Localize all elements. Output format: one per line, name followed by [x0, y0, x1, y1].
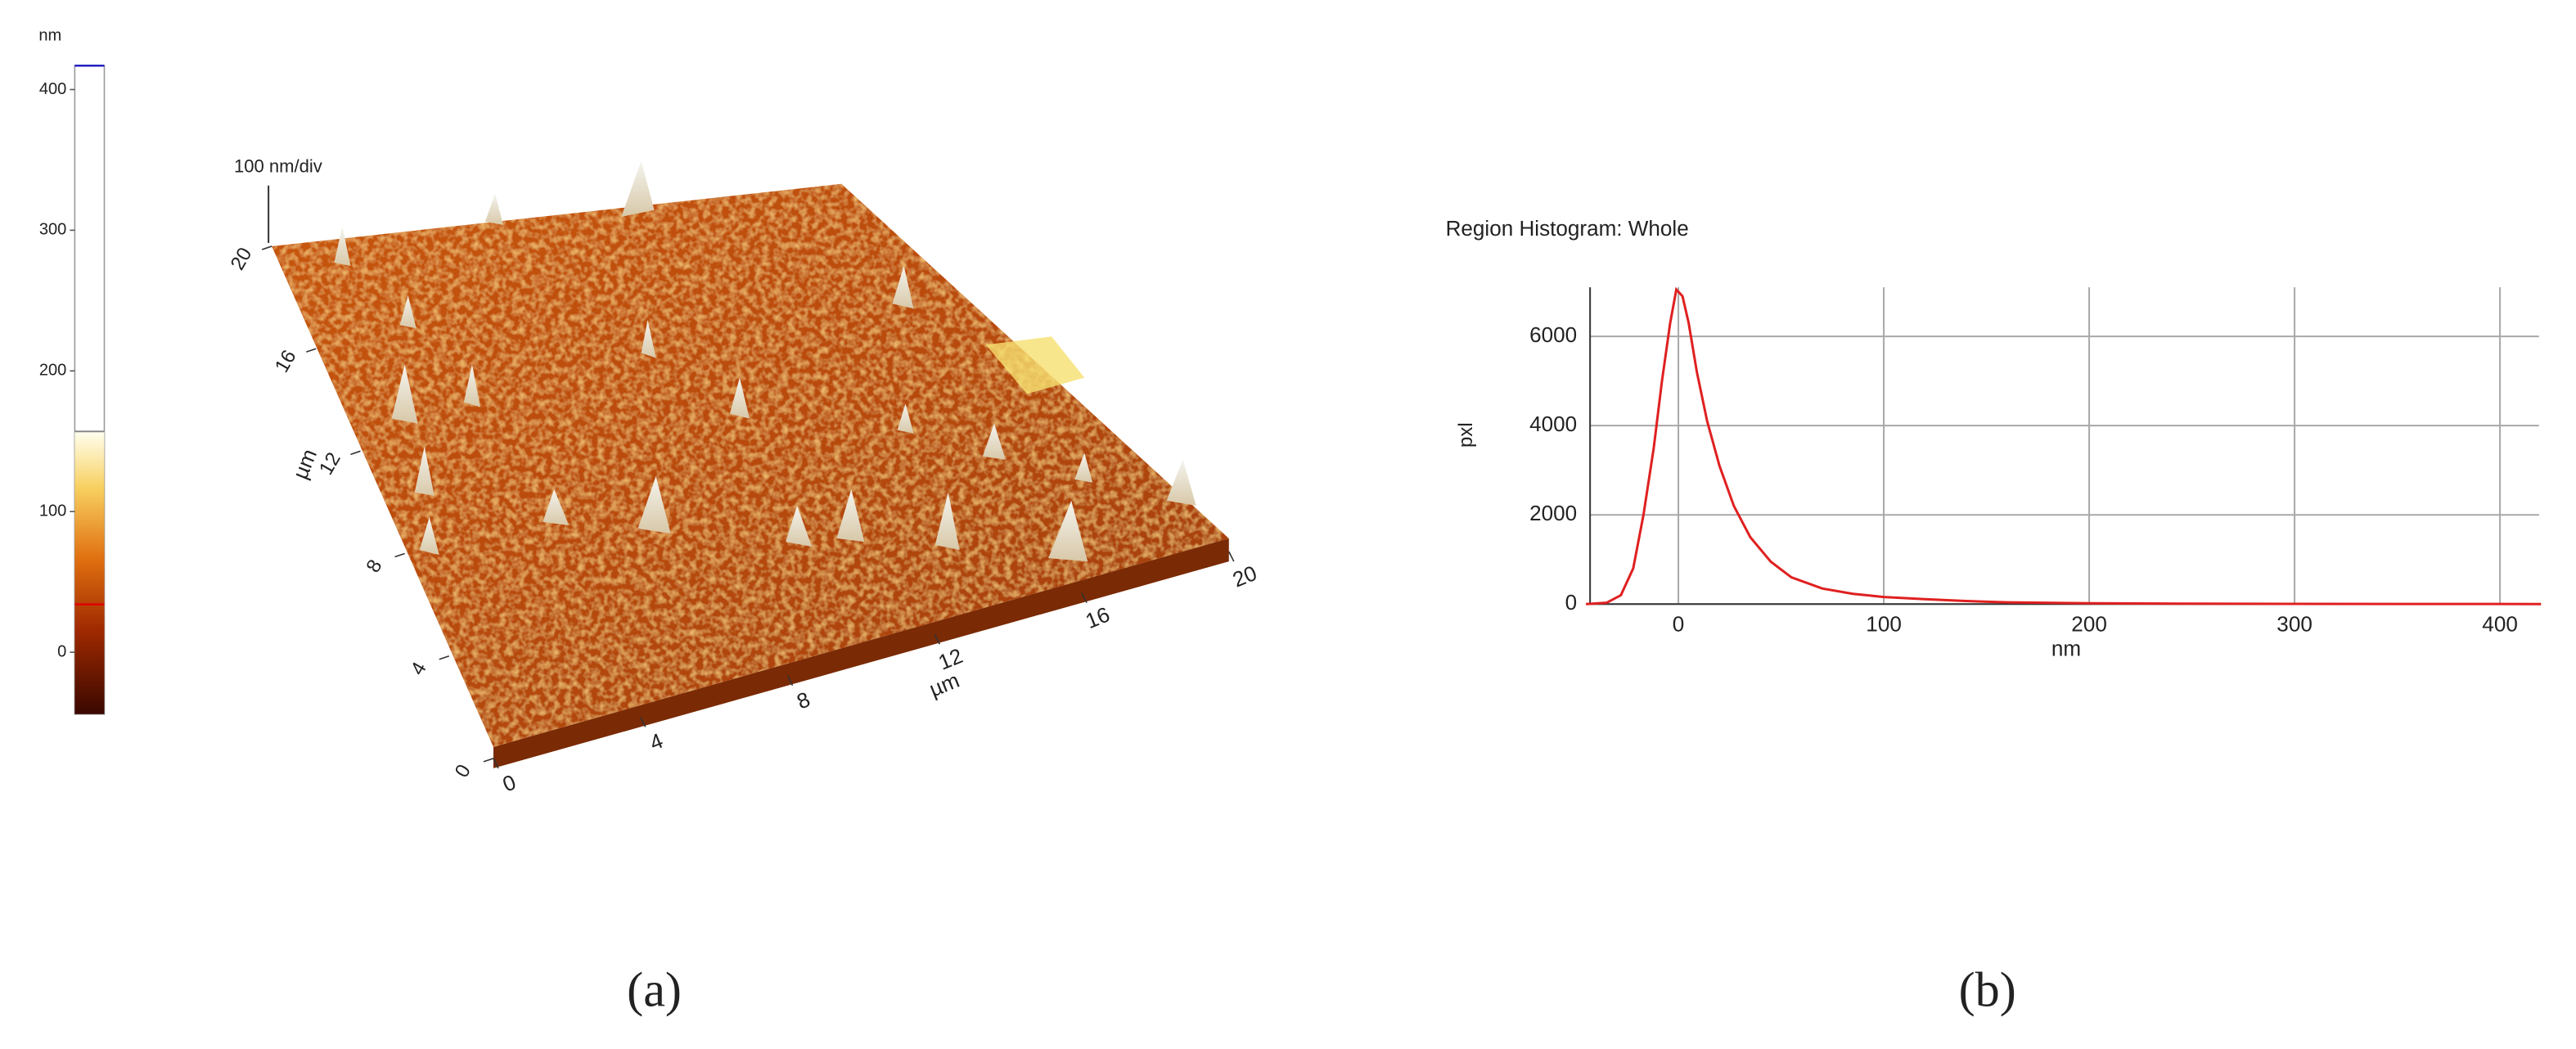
- y-tick: [483, 758, 494, 763]
- x-tick-label: 20: [1229, 561, 1260, 592]
- surface-edge: [493, 538, 1229, 768]
- y-tick-label: 20: [227, 244, 257, 274]
- x-tick: [1081, 592, 1088, 604]
- x-tick-label: 0: [1673, 611, 1685, 636]
- y-tick: [261, 245, 272, 250]
- y-tick-label: 0: [451, 761, 475, 781]
- x-tick: [1228, 551, 1235, 562]
- z-scale-label: 100 nm/div: [234, 155, 322, 176]
- y-axis-label: pxl: [1455, 422, 1477, 448]
- x-tick-label: 0: [499, 769, 520, 796]
- y-tick: [306, 348, 317, 353]
- x-tick: [934, 633, 940, 645]
- y-tick-label: 16: [271, 346, 301, 376]
- x-tick: [640, 716, 646, 727]
- colorbar-fill: [74, 431, 105, 714]
- chart-title: Region Histogram: Whole: [1446, 216, 1689, 241]
- histogram: Region Histogram: Whole nm pxl 0 100 200 30…: [1446, 216, 2542, 660]
- x-tick-label: 400: [2482, 611, 2518, 636]
- panel-label: (a): [627, 963, 682, 1018]
- colorbar-tick-label: 400: [39, 80, 66, 98]
- y-tick-label: 6000: [1529, 322, 1577, 347]
- y-tick-label: 8: [362, 556, 386, 576]
- x-tick-label: 200: [2071, 611, 2107, 636]
- y-tick: [439, 655, 450, 660]
- y-tick: [394, 552, 405, 558]
- y-tick: [350, 450, 361, 456]
- x-tick-label: 12: [934, 643, 966, 675]
- colorbar-tick-label: 100: [39, 502, 66, 520]
- x-tick-label: 4: [646, 728, 667, 755]
- x-tick-label: 8: [793, 687, 813, 714]
- colorbar-unit: nm: [38, 26, 61, 44]
- x-tick-label: 16: [1082, 601, 1113, 633]
- x-tick: [493, 758, 499, 769]
- x-tick: [786, 675, 794, 687]
- x-tick-label: 300: [2277, 611, 2313, 636]
- x-axis-label: nm: [2051, 636, 2081, 660]
- y-tick-label: 2000: [1529, 501, 1577, 525]
- x-tick-label: 100: [1866, 611, 1902, 636]
- surface-plane: [272, 183, 1229, 747]
- peaks: [334, 160, 1196, 562]
- panel-label: (b): [1959, 963, 2016, 1018]
- colorbar-tick-label: 0: [57, 642, 66, 660]
- colorbar-tick-label: 200: [39, 362, 66, 380]
- surface-highlight: [985, 336, 1085, 394]
- y-tick-label: 4000: [1529, 412, 1577, 436]
- y-tick-label: 4: [407, 659, 431, 679]
- histogram-line: [1586, 286, 2542, 606]
- colorbar: nm 0 100 200 300 400: [38, 26, 106, 715]
- colorbar-tick-label: 300: [39, 221, 66, 239]
- y-tick-label: 0: [1565, 590, 1578, 615]
